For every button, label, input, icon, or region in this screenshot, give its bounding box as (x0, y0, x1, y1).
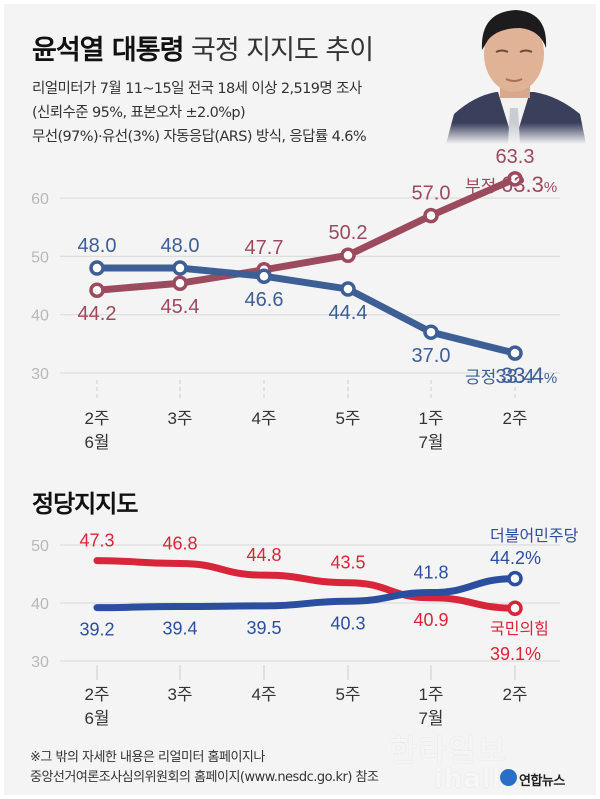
data-label: 46.6 (245, 289, 284, 311)
party-chart: 30 40 50 2주 6월 3주 4주 5주 1주 7월 2주 47.3 46.8 44.8 43.5 40… (31, 527, 579, 728)
end-label-unit: % (544, 179, 557, 196)
infographic: 윤석열 대통령 국정 지지도 추이 리얼미터가 7월 11~15일 전국 18세… (4, 4, 596, 795)
data-label: 40.9 (413, 610, 448, 630)
series-line-긍정 (93, 264, 519, 357)
end-label-democratic-value: 44.2% (490, 548, 541, 568)
end-label-name: 긍정 (465, 368, 501, 387)
data-label: 40.3 (330, 613, 365, 633)
x-tick-week: 2주 (84, 409, 109, 428)
x-tick-week: 5주 (335, 409, 360, 428)
data-label: 50.2 (329, 222, 368, 244)
x-tick-week: 5주 (335, 685, 360, 704)
x-tick-week: 2주 (502, 685, 527, 704)
end-label-ppp-value: 39.1% (490, 644, 541, 664)
data-label: 44.8 (246, 545, 281, 565)
data-point (507, 570, 523, 587)
subtitle-line-2: (신뢰수준 95%, 표본오차 ±2.0%p) (32, 105, 246, 121)
y-tick-label: 30 (31, 366, 49, 383)
data-label: 39.2 (79, 620, 114, 640)
data-point (256, 268, 272, 284)
x-tick-month: 7월 (418, 433, 443, 452)
series-line-국민의힘 (93, 557, 519, 612)
y-tick-label: 50 (31, 249, 49, 266)
end-label-democratic-name: 더불어민주당 (490, 527, 579, 545)
data-point (89, 260, 105, 276)
watermark-halla: 한라일보 (389, 734, 508, 769)
data-label: 48.0 (161, 235, 200, 257)
x-tick-month: 7월 (418, 709, 443, 728)
yonhap-logo-icon (500, 769, 517, 786)
data-point (423, 324, 439, 340)
data-label: 45.4 (161, 296, 200, 318)
y-tick-label: 60 (31, 191, 49, 208)
data-label: 41.8 (413, 563, 448, 583)
x-tick-week: 3주 (167, 409, 192, 428)
x-tick-week: 3주 (167, 685, 192, 704)
x-tick-week: 4주 (251, 685, 276, 704)
data-label: 63.3 (496, 146, 535, 168)
x-tick-week: 2주 (84, 685, 109, 704)
data-label: 47.7 (245, 237, 284, 259)
footnote-line-2: 중앙선거여론조사심의위원회의 홈페이지(www.nesdc.go.kr) 참조 (30, 770, 379, 785)
y-tick-label: 40 (31, 596, 49, 613)
data-point (89, 282, 105, 298)
approval-chart: 30 40 50 60 2주 6월 3주 4주 5주 1주 7월 2주 44.2 45.4 47.7 50.2… (31, 146, 560, 452)
series-line-더불어민주당 (93, 575, 519, 612)
portrait-icon (434, 4, 596, 144)
x-tick-month: 6월 (84, 433, 109, 452)
y-tick-label: 30 (31, 654, 49, 671)
x-tick-week: 1주 (418, 409, 443, 428)
subtitle-line-1: 리얼미터가 7월 11~15일 전국 18세 이상 2,519명 조사 (32, 81, 362, 97)
series-line-부정 (93, 175, 519, 294)
end-label-value: 33.4 (501, 363, 544, 388)
end-label-unit: % (544, 370, 557, 387)
end-label-negative: 부정 63.3% (465, 172, 557, 197)
x-tick-month: 6월 (84, 709, 109, 728)
data-label: 48.0 (78, 235, 117, 257)
credit-yonhap: 연합뉴스 (519, 774, 565, 789)
data-label: 57.0 (412, 183, 451, 205)
data-label: 33.4 (496, 366, 535, 388)
x-tick-week: 2주 (502, 409, 527, 428)
data-point (507, 171, 523, 187)
data-point (507, 600, 523, 616)
data-point (172, 275, 188, 291)
end-label-positive: 긍정 33.4% (465, 363, 557, 388)
data-label: 47.3 (79, 531, 114, 551)
data-point (172, 260, 188, 276)
data-label: 46.8 (162, 534, 197, 554)
data-label: 43.5 (330, 553, 365, 573)
title-light: 국정 지지도 추이 (191, 35, 374, 66)
party-section-title: 정당지지도 (32, 490, 138, 518)
page-title: 윤석열 대통령 국정 지지도 추이 (32, 28, 374, 67)
data-point (340, 281, 356, 297)
y-tick-label: 40 (31, 308, 49, 325)
footnote-line-1: ※그 밖의 자세한 내용은 리얼미터 홈페이지나 (30, 750, 265, 765)
x-tick-week: 1주 (418, 685, 443, 704)
data-point (423, 207, 439, 224)
title-bold: 윤석열 대통령 (32, 35, 184, 66)
end-label-value: 63.3 (501, 172, 544, 197)
president-photo (434, 4, 596, 144)
x-tick-week: 4주 (251, 409, 276, 428)
end-label-name: 부정 (465, 177, 501, 196)
data-label: 39.5 (246, 618, 281, 638)
subtitle-line-3: 무선(97%)·유선(3%) 자동응답(ARS) 방식, 응답률 4.6% (32, 129, 367, 145)
y-tick-label: 50 (31, 538, 49, 555)
data-point (340, 247, 356, 263)
data-label: 39.4 (162, 618, 197, 638)
data-label: 44.2 (78, 303, 117, 325)
data-label: 37.0 (412, 345, 451, 367)
end-label-ppp-name: 국민의힘 (490, 620, 549, 638)
data-label: 44.4 (329, 302, 368, 324)
data-point (507, 345, 523, 361)
